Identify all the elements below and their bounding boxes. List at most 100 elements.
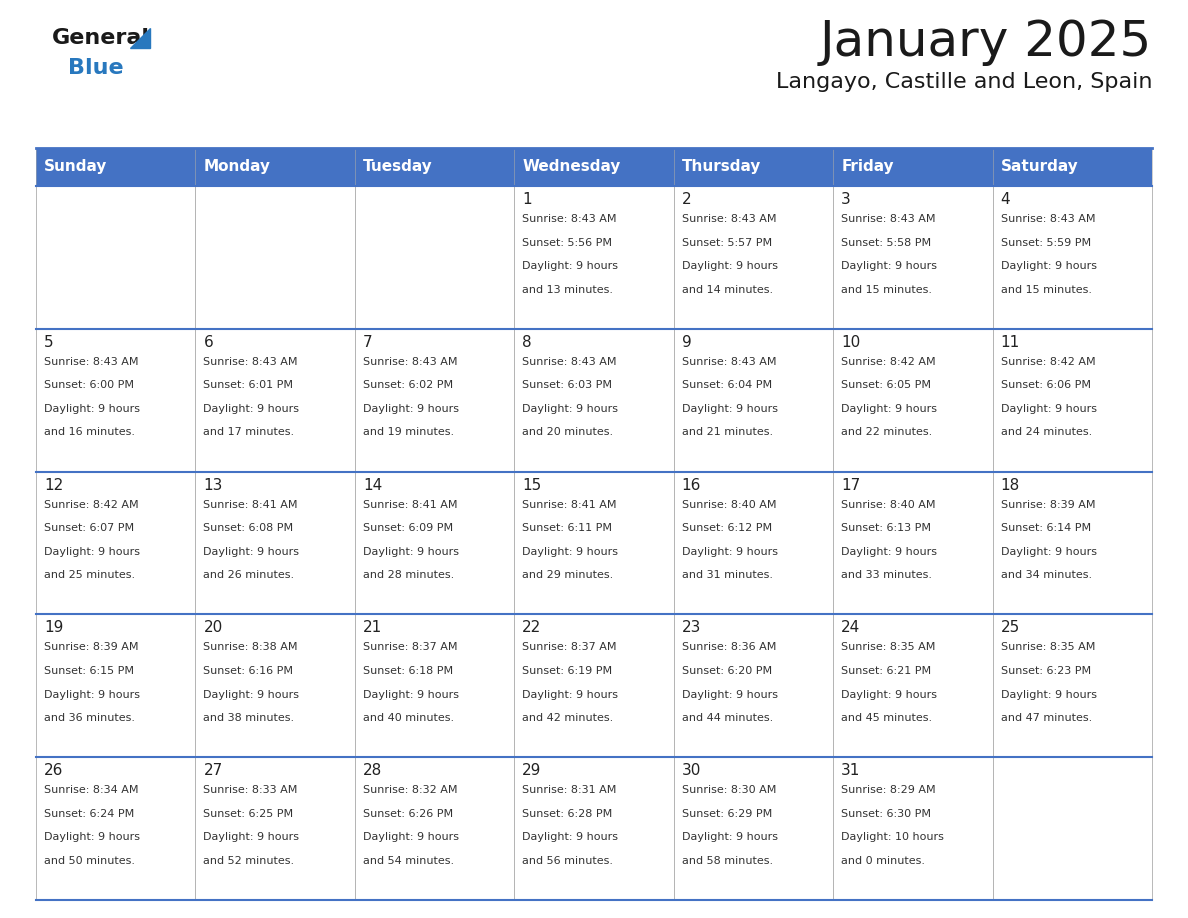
Text: Daylight: 9 hours: Daylight: 9 hours xyxy=(523,404,618,414)
Text: Daylight: 9 hours: Daylight: 9 hours xyxy=(682,404,778,414)
FancyBboxPatch shape xyxy=(355,148,514,186)
FancyBboxPatch shape xyxy=(36,472,196,614)
Text: Sunset: 5:57 PM: Sunset: 5:57 PM xyxy=(682,238,772,248)
FancyBboxPatch shape xyxy=(514,614,674,757)
Text: and 15 minutes.: and 15 minutes. xyxy=(1000,285,1092,295)
FancyBboxPatch shape xyxy=(674,757,833,900)
Text: Daylight: 9 hours: Daylight: 9 hours xyxy=(841,261,937,271)
Text: Sunset: 5:56 PM: Sunset: 5:56 PM xyxy=(523,238,612,248)
Text: Sunset: 6:03 PM: Sunset: 6:03 PM xyxy=(523,380,612,390)
Text: 16: 16 xyxy=(682,477,701,493)
Text: and 36 minutes.: and 36 minutes. xyxy=(44,713,135,723)
Text: 12: 12 xyxy=(44,477,63,493)
Text: Daylight: 9 hours: Daylight: 9 hours xyxy=(362,547,459,556)
FancyBboxPatch shape xyxy=(196,472,355,614)
Text: Sunset: 6:06 PM: Sunset: 6:06 PM xyxy=(1000,380,1091,390)
Text: Daylight: 9 hours: Daylight: 9 hours xyxy=(1000,404,1097,414)
Text: Daylight: 9 hours: Daylight: 9 hours xyxy=(841,689,937,700)
Text: 2: 2 xyxy=(682,192,691,207)
FancyBboxPatch shape xyxy=(833,186,992,329)
Text: Sunrise: 8:36 AM: Sunrise: 8:36 AM xyxy=(682,643,776,653)
Text: 30: 30 xyxy=(682,763,701,778)
Text: Monday: Monday xyxy=(203,160,271,174)
Text: Daylight: 9 hours: Daylight: 9 hours xyxy=(362,833,459,843)
Text: Daylight: 9 hours: Daylight: 9 hours xyxy=(44,547,140,556)
Text: Blue: Blue xyxy=(68,58,124,78)
Text: Daylight: 9 hours: Daylight: 9 hours xyxy=(203,404,299,414)
FancyBboxPatch shape xyxy=(355,186,514,329)
Text: Daylight: 9 hours: Daylight: 9 hours xyxy=(682,547,778,556)
Text: Sunset: 6:21 PM: Sunset: 6:21 PM xyxy=(841,666,931,676)
Text: Sunrise: 8:34 AM: Sunrise: 8:34 AM xyxy=(44,785,139,795)
Text: Sunrise: 8:40 AM: Sunrise: 8:40 AM xyxy=(841,499,936,509)
Text: and 38 minutes.: and 38 minutes. xyxy=(203,713,295,723)
Text: Sunrise: 8:41 AM: Sunrise: 8:41 AM xyxy=(523,499,617,509)
Text: and 16 minutes.: and 16 minutes. xyxy=(44,428,135,438)
Text: Sunset: 6:30 PM: Sunset: 6:30 PM xyxy=(841,809,931,819)
Text: and 52 minutes.: and 52 minutes. xyxy=(203,856,295,866)
Text: Daylight: 9 hours: Daylight: 9 hours xyxy=(523,689,618,700)
Text: Sunset: 6:23 PM: Sunset: 6:23 PM xyxy=(1000,666,1091,676)
Text: 19: 19 xyxy=(44,621,63,635)
Text: and 54 minutes.: and 54 minutes. xyxy=(362,856,454,866)
Text: Sunset: 6:15 PM: Sunset: 6:15 PM xyxy=(44,666,134,676)
Text: Sunrise: 8:42 AM: Sunrise: 8:42 AM xyxy=(44,499,139,509)
Text: Sunrise: 8:30 AM: Sunrise: 8:30 AM xyxy=(682,785,776,795)
Text: 25: 25 xyxy=(1000,621,1019,635)
Text: 27: 27 xyxy=(203,763,222,778)
Text: January 2025: January 2025 xyxy=(820,18,1152,66)
Text: General: General xyxy=(52,28,150,48)
Text: Sunset: 6:28 PM: Sunset: 6:28 PM xyxy=(523,809,613,819)
Text: and 58 minutes.: and 58 minutes. xyxy=(682,856,773,866)
FancyBboxPatch shape xyxy=(196,614,355,757)
Text: 13: 13 xyxy=(203,477,223,493)
Text: Daylight: 9 hours: Daylight: 9 hours xyxy=(203,547,299,556)
FancyBboxPatch shape xyxy=(36,329,196,472)
Text: Sunrise: 8:41 AM: Sunrise: 8:41 AM xyxy=(203,499,298,509)
FancyBboxPatch shape xyxy=(992,472,1152,614)
Text: 22: 22 xyxy=(523,621,542,635)
Text: Saturday: Saturday xyxy=(1000,160,1079,174)
Text: Daylight: 9 hours: Daylight: 9 hours xyxy=(44,404,140,414)
Text: and 26 minutes.: and 26 minutes. xyxy=(203,570,295,580)
Text: Sunrise: 8:37 AM: Sunrise: 8:37 AM xyxy=(362,643,457,653)
FancyBboxPatch shape xyxy=(36,186,196,329)
Text: Sunrise: 8:43 AM: Sunrise: 8:43 AM xyxy=(44,357,139,367)
Text: Daylight: 9 hours: Daylight: 9 hours xyxy=(682,689,778,700)
FancyBboxPatch shape xyxy=(674,329,833,472)
Text: and 21 minutes.: and 21 minutes. xyxy=(682,428,773,438)
Text: Daylight: 9 hours: Daylight: 9 hours xyxy=(362,689,459,700)
Text: 17: 17 xyxy=(841,477,860,493)
Text: and 50 minutes.: and 50 minutes. xyxy=(44,856,135,866)
Text: Sunrise: 8:29 AM: Sunrise: 8:29 AM xyxy=(841,785,936,795)
Text: Sunset: 6:04 PM: Sunset: 6:04 PM xyxy=(682,380,772,390)
FancyBboxPatch shape xyxy=(833,148,992,186)
Text: and 44 minutes.: and 44 minutes. xyxy=(682,713,773,723)
Text: Sunrise: 8:41 AM: Sunrise: 8:41 AM xyxy=(362,499,457,509)
Text: Sunrise: 8:43 AM: Sunrise: 8:43 AM xyxy=(682,357,776,367)
Text: 1: 1 xyxy=(523,192,532,207)
Text: and 40 minutes.: and 40 minutes. xyxy=(362,713,454,723)
Text: 7: 7 xyxy=(362,335,373,350)
Text: and 33 minutes.: and 33 minutes. xyxy=(841,570,933,580)
FancyBboxPatch shape xyxy=(674,148,833,186)
Text: 23: 23 xyxy=(682,621,701,635)
Text: Sunrise: 8:43 AM: Sunrise: 8:43 AM xyxy=(523,357,617,367)
Text: Sunrise: 8:37 AM: Sunrise: 8:37 AM xyxy=(523,643,617,653)
Text: Daylight: 9 hours: Daylight: 9 hours xyxy=(203,689,299,700)
Text: Sunset: 6:07 PM: Sunset: 6:07 PM xyxy=(44,523,134,533)
Text: Daylight: 9 hours: Daylight: 9 hours xyxy=(362,404,459,414)
Text: Sunrise: 8:39 AM: Sunrise: 8:39 AM xyxy=(1000,499,1095,509)
Text: Daylight: 9 hours: Daylight: 9 hours xyxy=(1000,689,1097,700)
Text: Thursday: Thursday xyxy=(682,160,762,174)
Text: Daylight: 9 hours: Daylight: 9 hours xyxy=(841,547,937,556)
Text: Sunset: 5:59 PM: Sunset: 5:59 PM xyxy=(1000,238,1091,248)
Text: 15: 15 xyxy=(523,477,542,493)
Text: Sunset: 6:19 PM: Sunset: 6:19 PM xyxy=(523,666,612,676)
Text: and 17 minutes.: and 17 minutes. xyxy=(203,428,295,438)
Text: 24: 24 xyxy=(841,621,860,635)
Text: and 14 minutes.: and 14 minutes. xyxy=(682,285,773,295)
Text: 31: 31 xyxy=(841,763,860,778)
Text: Sunset: 6:09 PM: Sunset: 6:09 PM xyxy=(362,523,453,533)
FancyBboxPatch shape xyxy=(514,148,674,186)
